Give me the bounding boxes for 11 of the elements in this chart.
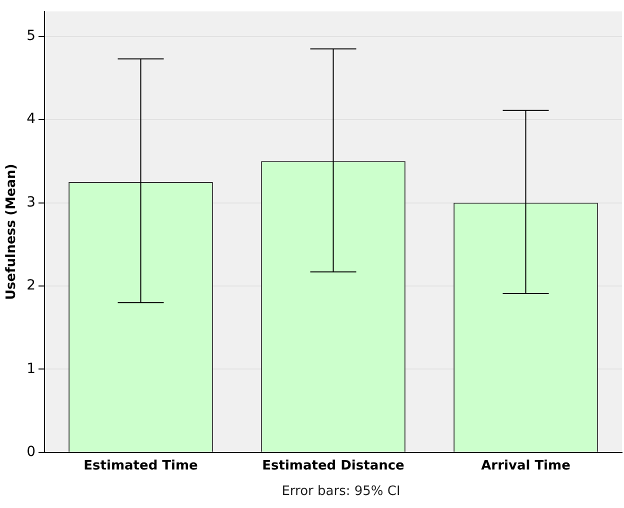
x-tick-label: Arrival Time bbox=[481, 458, 571, 474]
y-axis-title: Usefulness (Mean) bbox=[4, 164, 20, 300]
y-tick-label: 1 bbox=[26, 360, 36, 377]
y-tick-label: 3 bbox=[26, 194, 36, 210]
y-tick-label: 5 bbox=[26, 28, 36, 44]
x-tick-label: Estimated Time bbox=[84, 458, 198, 474]
y-tick-label: 4 bbox=[26, 111, 36, 128]
x-tick-label: Estimated Distance bbox=[262, 458, 405, 474]
text: Error bars: 95% CI bbox=[280, 484, 402, 499]
y-tick-label: 0 bbox=[26, 444, 36, 460]
y-tick-label: 2 bbox=[26, 278, 36, 294]
